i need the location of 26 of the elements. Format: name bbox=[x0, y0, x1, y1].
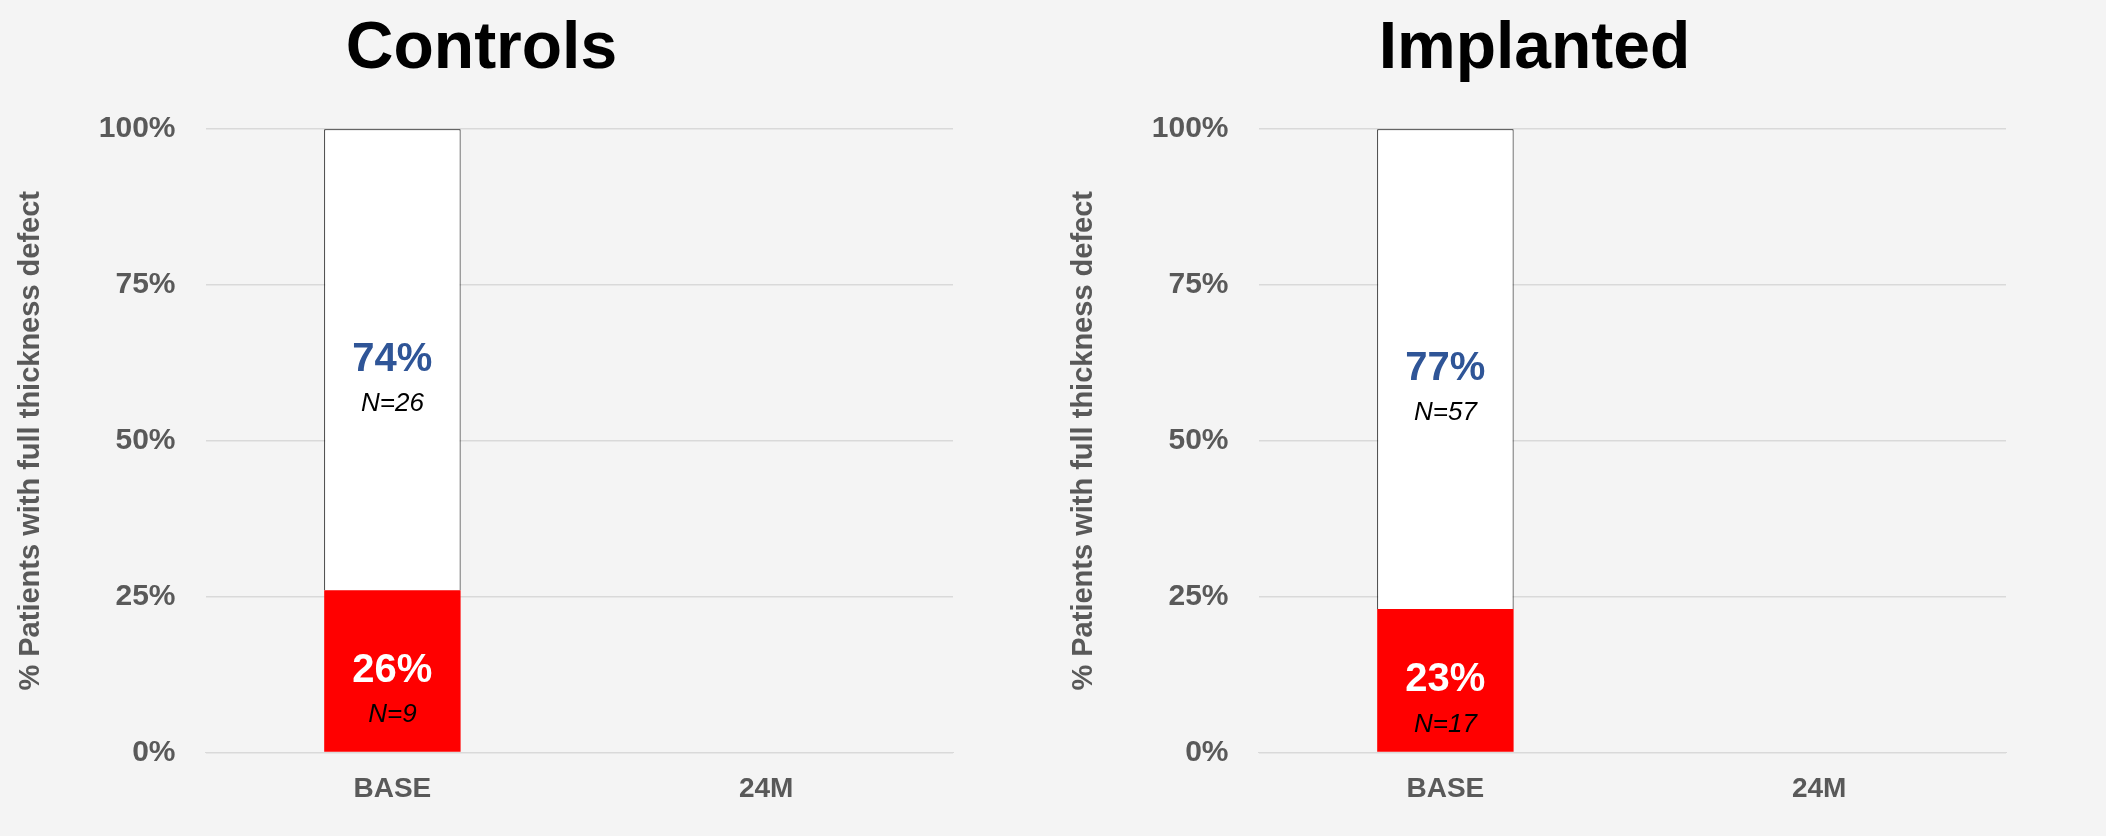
data-label: 26% bbox=[352, 646, 433, 691]
y-tick-label: 75% bbox=[1168, 266, 1229, 300]
y-tick-label: 25% bbox=[115, 577, 176, 611]
data-label: 23% bbox=[1405, 655, 1486, 700]
annotation: N=26 bbox=[360, 387, 425, 418]
data-label: 77% bbox=[1405, 344, 1486, 389]
chart-title: Implanted bbox=[1378, 7, 1691, 82]
y-axis-title: % Patients with full thickness defect bbox=[13, 190, 46, 691]
annotation: N=17 bbox=[1413, 707, 1479, 738]
x-tick-label: BASE bbox=[1406, 771, 1485, 803]
x-tick-label: BASE bbox=[353, 771, 432, 803]
y-tick-label: 50% bbox=[115, 422, 176, 456]
x-tick-label: 24M bbox=[738, 771, 794, 803]
chart-title: Controls bbox=[345, 7, 618, 82]
y-tick-label: 0% bbox=[1185, 733, 1229, 767]
y-tick-label: 100% bbox=[98, 110, 176, 144]
data-label: 74% bbox=[352, 334, 433, 379]
y-tick-label: 75% bbox=[115, 266, 176, 300]
y-tick-label: 50% bbox=[1168, 422, 1229, 456]
y-tick-label: 0% bbox=[132, 733, 176, 767]
annotation: N=9 bbox=[368, 698, 417, 729]
y-axis-title: % Patients with full thickness defect bbox=[1066, 190, 1099, 691]
y-tick-label: 25% bbox=[1168, 577, 1229, 611]
y-tick-label: 100% bbox=[1151, 110, 1229, 144]
annotation: N=57 bbox=[1413, 396, 1479, 427]
x-tick-label: 24M bbox=[1791, 771, 1847, 803]
